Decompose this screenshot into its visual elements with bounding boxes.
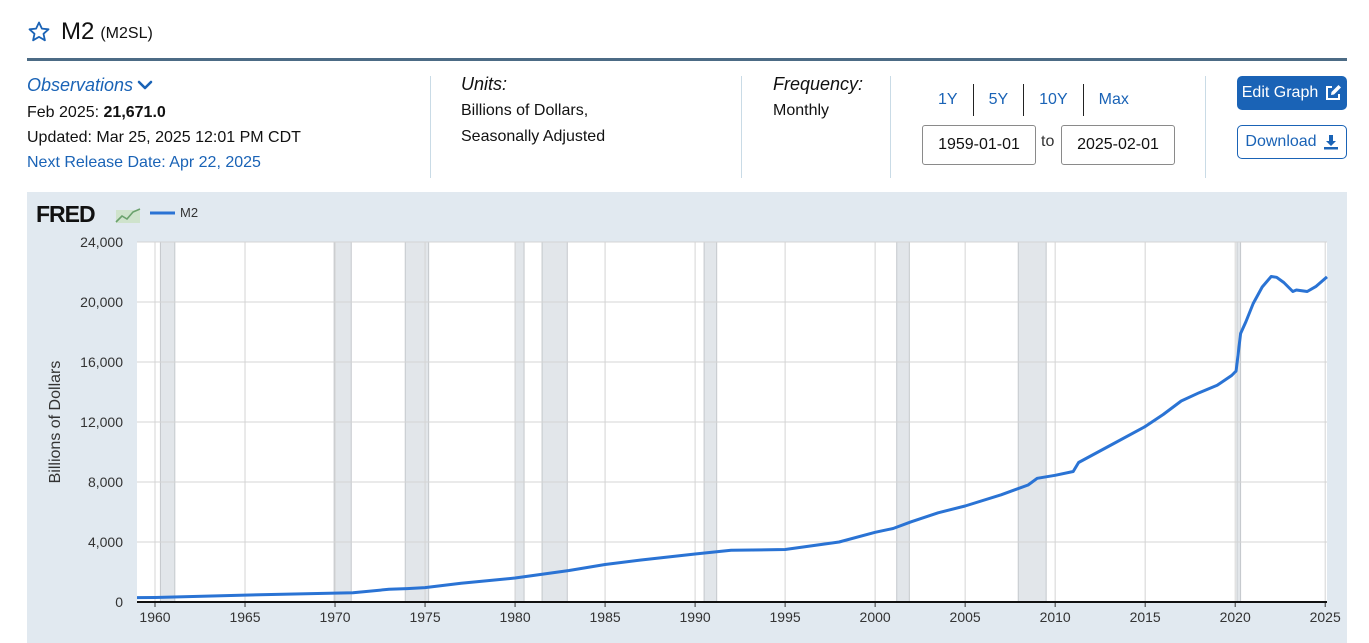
x-tick-label: 1965	[229, 609, 260, 625]
y-tick-label: 16,000	[80, 354, 123, 370]
x-tick-label: 1990	[680, 609, 711, 625]
fred-logo-text: FRED	[36, 201, 95, 227]
column-divider	[741, 76, 742, 178]
column-divider	[1205, 76, 1206, 178]
y-axis-label: Billions of Dollars	[47, 361, 64, 484]
observations-column: Observations Feb 2025: 21,671.0 Updated:…	[27, 70, 427, 175]
download-button[interactable]: Download	[1237, 125, 1347, 159]
frequency-column: Frequency: Monthly	[773, 70, 903, 124]
units-column: Units: Billions of Dollars, Seasonally A…	[461, 70, 731, 150]
star-outline-icon[interactable]	[27, 20, 51, 44]
series-title-bar: M2 (M2SL)	[27, 14, 153, 50]
y-tick-label: 12,000	[80, 414, 123, 430]
latest-observation-value: 21,671.0	[103, 104, 166, 121]
range-5y-button[interactable]: 5Y	[974, 84, 1025, 116]
updated-timestamp: Updated: Mar 25, 2025 12:01 PM CDT	[27, 129, 301, 146]
range-buttons: 1Y 5Y 10Y Max	[923, 84, 1144, 116]
chart-container: FRED M2 Billions of Dollars 0 4,000 8,000 1…	[27, 192, 1347, 643]
x-tick-label: 1985	[590, 609, 621, 625]
series-title: M2	[61, 18, 95, 45]
column-divider	[430, 76, 431, 178]
x-tick-label: 2000	[860, 609, 891, 625]
edit-icon	[1326, 85, 1342, 100]
fred-graph-icon	[115, 208, 141, 223]
x-tick-label: 2025	[1310, 609, 1341, 625]
series-id: (M2SL)	[100, 25, 153, 42]
edit-graph-button[interactable]: Edit Graph	[1237, 76, 1347, 110]
x-tick-label: 1975	[409, 609, 440, 625]
frequency-label: Frequency:	[773, 74, 864, 94]
m2-line-chart[interactable]: FRED M2 Billions of Dollars 0 4,000 8,000 1…	[27, 192, 1347, 643]
end-date-input[interactable]	[1061, 125, 1175, 165]
fred-logo[interactable]: FRED	[36, 201, 141, 227]
x-tick-label: 2015	[1130, 609, 1161, 625]
units-label: Units:	[461, 74, 508, 94]
download-icon	[1323, 135, 1338, 150]
y-tick-label: 4,000	[88, 534, 123, 550]
observations-toggle[interactable]: Observations	[27, 70, 427, 100]
y-tick-label: 0	[115, 594, 123, 610]
x-tick-label: 2005	[950, 609, 981, 625]
x-tick-label: 1960	[139, 609, 170, 625]
column-divider	[890, 76, 891, 178]
range-max-button[interactable]: Max	[1098, 91, 1129, 108]
next-release-link[interactable]: Next Release Date: Apr 22, 2025	[27, 154, 261, 171]
x-tick-label: 2010	[1040, 609, 1071, 625]
legend-label-m2: M2	[180, 205, 198, 220]
x-tick-label: 1995	[770, 609, 801, 625]
frequency-value: Monthly	[773, 102, 830, 119]
date-range-to-label: to	[1041, 133, 1055, 150]
start-date-input[interactable]	[922, 125, 1036, 165]
series-info-panel: Observations Feb 2025: 21,671.0 Updated:…	[27, 70, 1347, 180]
chart-legend: M2	[150, 205, 198, 220]
title-divider	[27, 58, 1347, 61]
latest-observation-date: Feb 2025:	[27, 104, 100, 121]
y-tick-label: 8,000	[88, 474, 123, 490]
x-tick-label: 1970	[319, 609, 350, 625]
edit-graph-label: Edit Graph	[1241, 84, 1319, 101]
units-line-2: Seasonally Adjusted	[461, 128, 606, 145]
chevron-down-icon	[137, 80, 153, 90]
units-line-1: Billions of Dollars,	[461, 102, 589, 119]
observations-label: Observations	[27, 74, 134, 95]
download-label: Download	[1245, 133, 1317, 150]
x-tick-label: 2020	[1220, 609, 1251, 625]
range-10y-button[interactable]: 10Y	[1024, 84, 1084, 116]
y-tick-label: 20,000	[80, 294, 123, 310]
x-tick-label: 1980	[499, 609, 530, 625]
y-tick-label: 24,000	[80, 234, 123, 250]
m2-series-line	[136, 275, 1328, 600]
range-1y-button[interactable]: 1Y	[923, 84, 974, 116]
latest-observation: Feb 2025: 21,671.0	[27, 100, 427, 125]
